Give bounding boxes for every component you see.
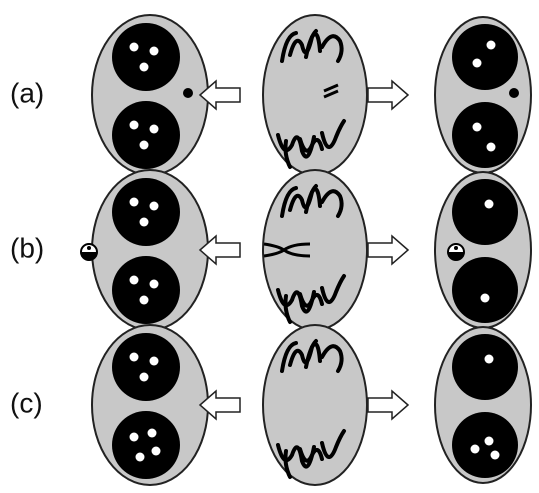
diagram: (a) (b) (c)	[0, 0, 539, 493]
cell	[263, 15, 367, 175]
nucleolus	[130, 276, 139, 285]
nucleus	[112, 256, 180, 324]
nucleus	[112, 23, 180, 91]
nucleolus	[150, 280, 159, 289]
micronucleus-dot	[87, 246, 91, 250]
micronucleus-dot	[454, 246, 458, 250]
row-label: (c)	[10, 387, 43, 418]
nucleolus	[152, 447, 161, 456]
nucleolus	[150, 47, 159, 56]
nucleolus	[473, 123, 482, 132]
nucleolus	[491, 451, 500, 460]
nucleolus	[150, 357, 159, 366]
nucleus	[112, 411, 180, 479]
row-label: (b)	[10, 232, 44, 263]
nucleolus	[473, 59, 482, 68]
arrow	[368, 81, 408, 109]
nucleolus	[130, 121, 139, 130]
nucleolus	[140, 218, 149, 227]
nucleolus	[140, 63, 149, 72]
row: (b)	[10, 170, 531, 330]
arrow	[368, 391, 408, 419]
nucleolus	[150, 202, 159, 211]
row: (c)	[10, 325, 531, 485]
nucleus	[452, 334, 518, 400]
nucleolus	[130, 198, 139, 207]
nucleolus	[130, 353, 139, 362]
micronucleus	[183, 88, 193, 98]
nucleolus	[471, 445, 480, 454]
nucleus	[112, 178, 180, 246]
nucleolus	[150, 125, 159, 134]
row: (a)	[10, 15, 531, 175]
nucleolus	[148, 429, 157, 438]
nucleus	[112, 101, 180, 169]
nucleus	[452, 102, 518, 168]
nucleus	[452, 257, 518, 323]
nucleolus	[485, 200, 494, 209]
nucleolus	[130, 433, 139, 442]
nucleolus	[140, 141, 149, 150]
nucleolus	[140, 296, 149, 305]
nucleolus	[481, 294, 490, 303]
nucleolus	[485, 355, 494, 364]
nucleus	[452, 179, 518, 245]
page: (a)(b)(c) (() => { const data = JSON.par…	[0, 0, 539, 493]
cell	[263, 325, 367, 485]
nucleolus	[140, 373, 149, 382]
row-label: (a)	[10, 77, 44, 108]
cell	[263, 170, 367, 330]
nucleolus	[485, 437, 494, 446]
nucleolus	[487, 143, 496, 152]
nucleus	[452, 412, 518, 478]
nucleolus	[130, 43, 139, 52]
nucleolus	[136, 453, 145, 462]
nucleus	[452, 24, 518, 90]
arrow	[368, 236, 408, 264]
nucleus	[112, 333, 180, 401]
nucleolus	[487, 41, 496, 50]
micronucleus	[509, 88, 519, 98]
